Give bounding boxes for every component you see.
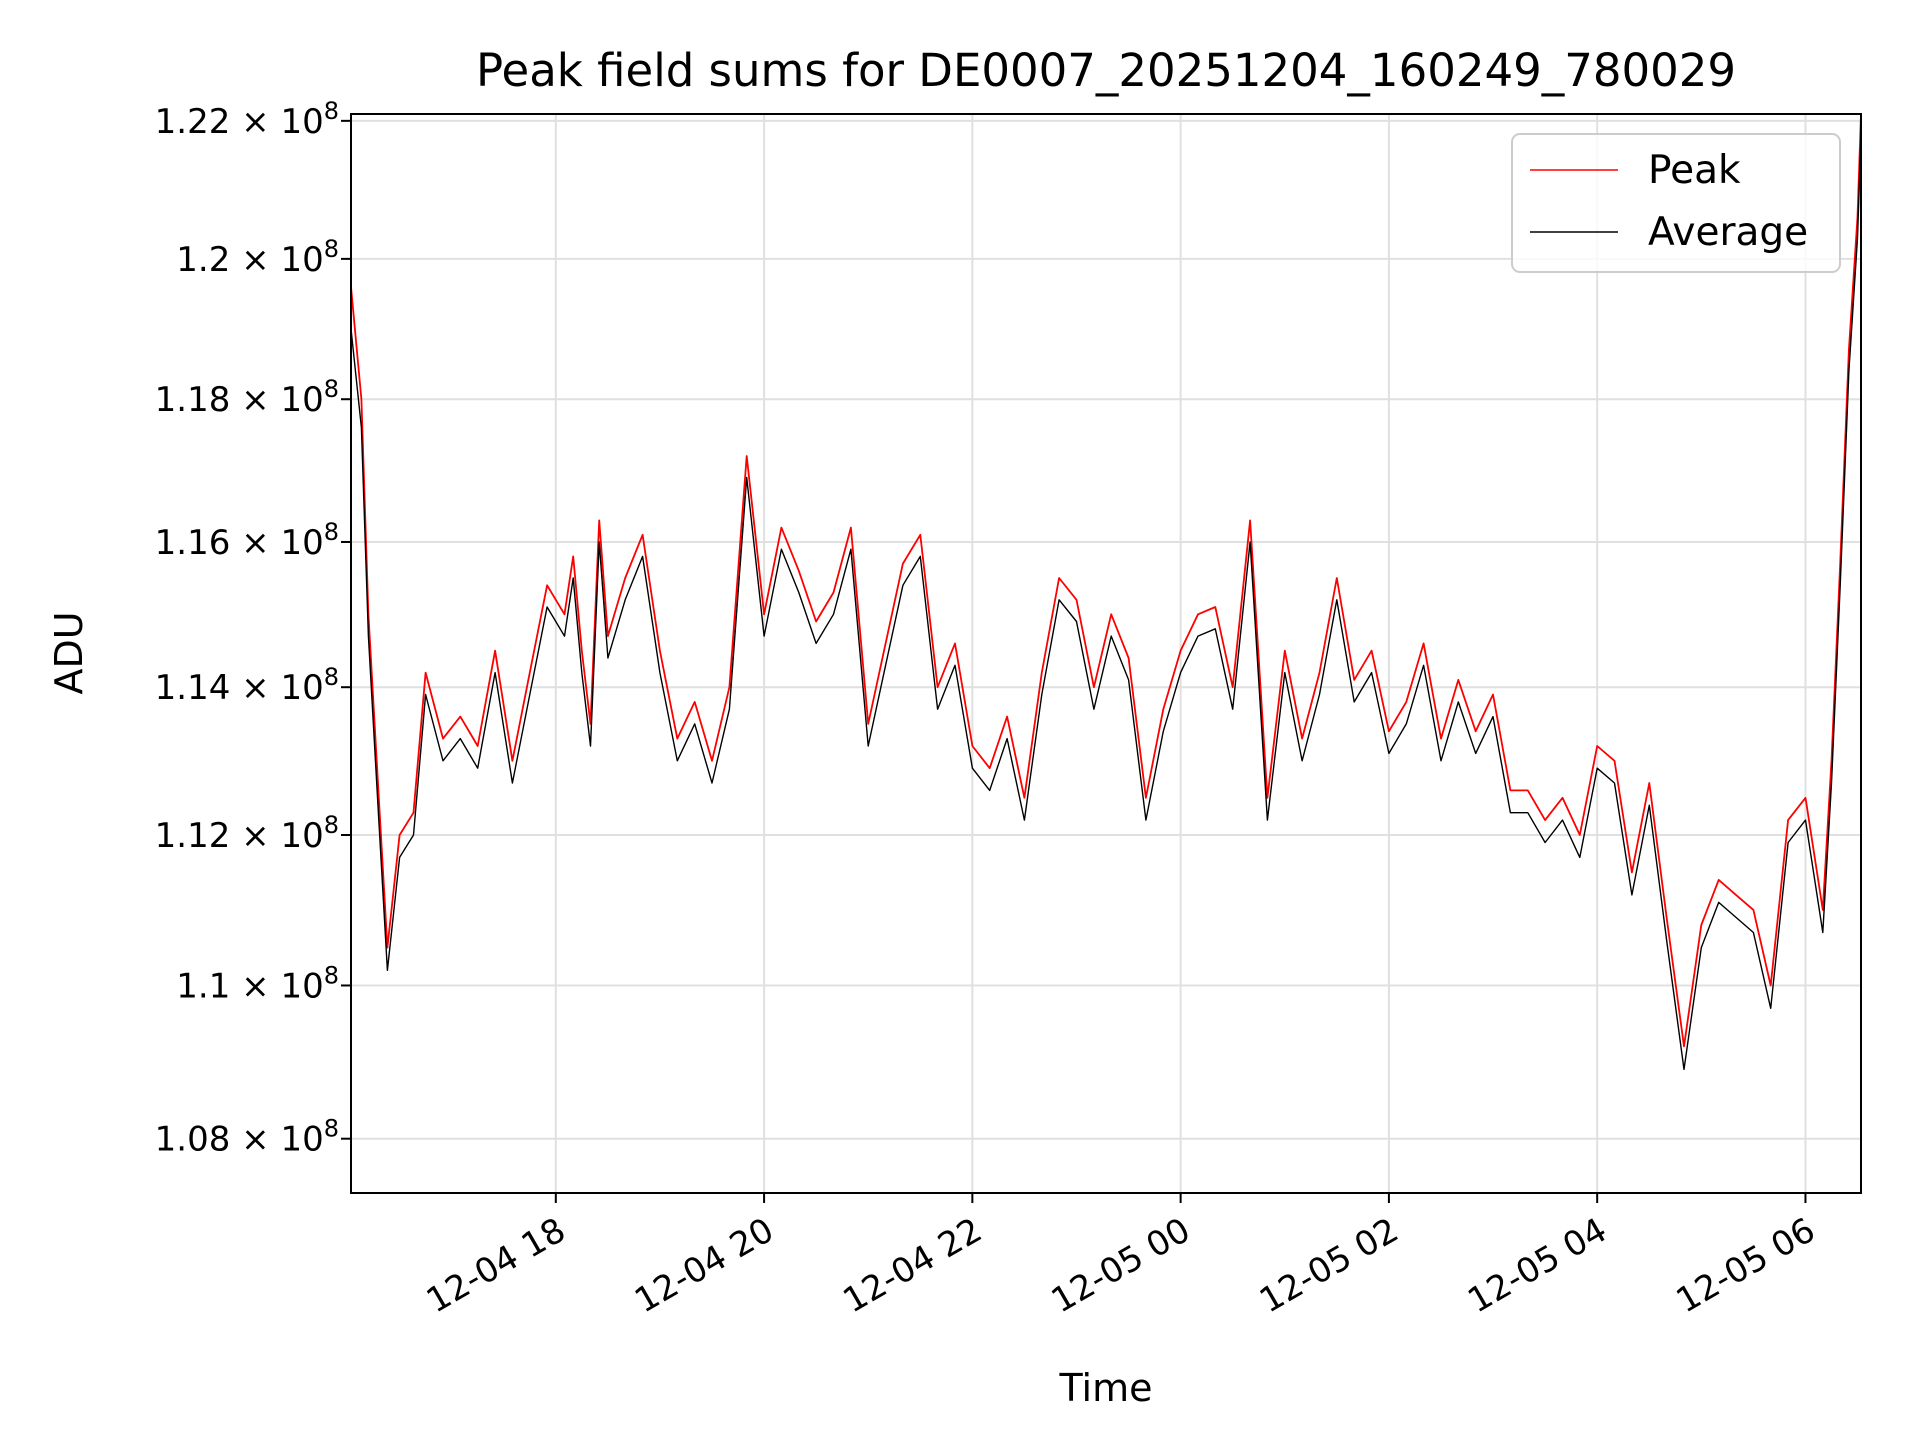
y-axis-label: ADU: [47, 611, 91, 694]
y-tick-label: 1.16 × 108: [155, 518, 339, 563]
y-tick-label: 1.18 × 108: [155, 375, 339, 420]
series-line-peak: [351, 114, 1861, 1048]
series-lines: [351, 114, 1861, 1071]
legend-label-average: Average: [1648, 210, 1808, 255]
legend-box: [1511, 133, 1841, 273]
y-tick-label: 1.14 × 108: [155, 663, 339, 708]
plot-frame: [350, 113, 1862, 1194]
y-tick-label: 1.22 × 108: [155, 97, 339, 142]
series-line-average: [351, 134, 1861, 1071]
chart-title: Peak field sums for DE0007_20251204_1602…: [476, 44, 1736, 97]
y-axis-ticks: 1.08 × 108 1.1 × 108 1.12 × 108 1.14 × 108 1…: [155, 97, 351, 1160]
y-tick-label: 1.08 × 108: [155, 1115, 339, 1160]
legend: Peak Average: [1511, 133, 1841, 273]
y-tick-label: 1.1 × 108: [176, 961, 339, 1006]
x-axis-label: Time: [1059, 1366, 1153, 1410]
y-tick-label: 1.12 × 108: [155, 811, 339, 856]
y-tick-label: 1.2 × 108: [176, 235, 339, 280]
legend-label-peak: Peak: [1648, 148, 1741, 193]
x-gridlines: [554, 114, 1807, 1193]
y-gridlines: [351, 119, 1861, 1140]
